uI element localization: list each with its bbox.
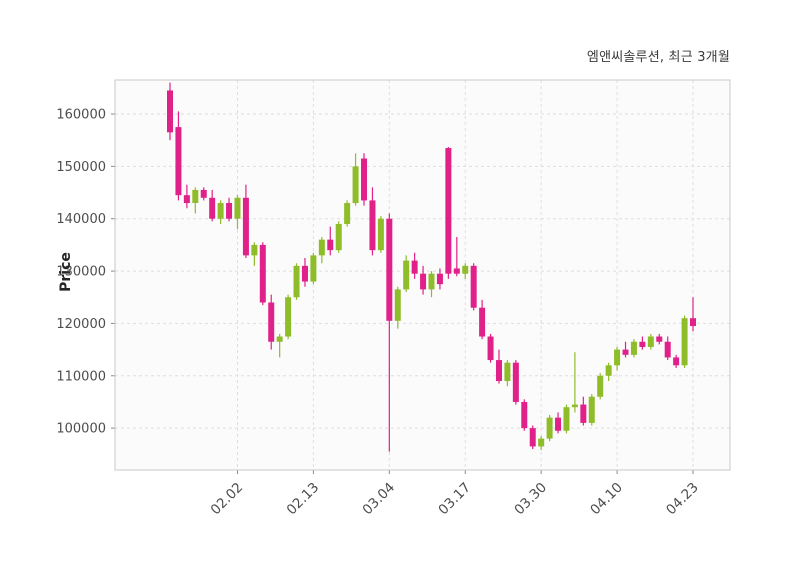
y-tick-label: 110000 bbox=[56, 369, 106, 384]
candle-body-03.09 bbox=[411, 260, 418, 274]
candle-body-02.17 bbox=[327, 239, 334, 251]
x-tick-label: 04.23 bbox=[663, 480, 702, 519]
candle-body-03.19 bbox=[479, 307, 486, 337]
x-tick-label: 02.13 bbox=[284, 480, 323, 519]
x-tick-label: 04.10 bbox=[587, 480, 626, 519]
y-tick-label: 160000 bbox=[56, 108, 106, 123]
candle-body-03.13 bbox=[445, 148, 452, 274]
candle-body-02.12 bbox=[301, 265, 308, 282]
x-tick-label: 03.30 bbox=[511, 480, 550, 519]
y-tick-label: 120000 bbox=[56, 317, 106, 332]
candle-body-03.30 bbox=[538, 438, 545, 447]
candle-body-01.22 bbox=[183, 195, 190, 204]
candle-body-03.27 bbox=[529, 428, 536, 447]
candle-body-03.31 bbox=[546, 417, 553, 439]
x-tick-label: 03.17 bbox=[435, 480, 474, 519]
x-tick-label: 03.04 bbox=[360, 480, 399, 519]
candle-body-03.18 bbox=[470, 265, 477, 308]
candle-body-02.06 bbox=[268, 302, 275, 342]
candle-body-03.17 bbox=[462, 265, 469, 274]
candle-body-03.24 bbox=[504, 362, 511, 382]
candle-body-02.13 bbox=[310, 255, 317, 282]
candle-body-02.20 bbox=[352, 166, 359, 204]
candle-body-04.23 bbox=[690, 318, 696, 327]
y-axis-title: Price bbox=[58, 252, 74, 292]
candle-body-03.25 bbox=[512, 362, 519, 402]
candle-body-04.03 bbox=[571, 404, 578, 408]
y-tick-label: 150000 bbox=[56, 160, 106, 175]
candle-body-02.11 bbox=[293, 265, 300, 298]
candle-body-02.10 bbox=[285, 297, 292, 337]
candle-body-02.04 bbox=[251, 244, 258, 256]
candle-body-03.23 bbox=[495, 360, 502, 382]
candle-body-04.10 bbox=[614, 349, 621, 366]
candle-body-03.20 bbox=[487, 336, 494, 361]
candle-body-02.16 bbox=[318, 239, 325, 256]
plot-border bbox=[114, 79, 731, 471]
candle-body-03.11 bbox=[428, 273, 435, 290]
candle-body-03.06 bbox=[403, 260, 410, 290]
candle-body-01.26 bbox=[200, 189, 207, 198]
candle-body-04.17 bbox=[656, 336, 663, 342]
candle-body-04.08 bbox=[597, 375, 604, 397]
candle-body-04.09 bbox=[605, 365, 612, 376]
candle-body-03.10 bbox=[420, 273, 427, 290]
x-tick-label: 02.02 bbox=[208, 480, 247, 519]
candle-body-04.13 bbox=[622, 349, 629, 355]
candle-body-02.05 bbox=[259, 244, 266, 303]
candle-body-04.06 bbox=[580, 404, 587, 423]
y-tick-label: 100000 bbox=[56, 422, 106, 437]
candle-body-01.20 bbox=[167, 90, 173, 133]
candle-body-01.23 bbox=[192, 189, 199, 204]
candle-body-04.22 bbox=[681, 318, 688, 366]
candle-body-03.02 bbox=[369, 200, 376, 251]
chart-title: 엠앤씨솔루션, 최근 3개월 bbox=[586, 50, 730, 65]
candle-body-03.16 bbox=[453, 268, 460, 274]
candle-body-04.20 bbox=[664, 341, 671, 358]
candle-body-04.07 bbox=[588, 396, 595, 423]
candle-body-01.21 bbox=[175, 127, 182, 196]
candle-body-04.01 bbox=[555, 417, 562, 431]
candle-body-02.09 bbox=[276, 336, 283, 342]
candle-body-03.03 bbox=[377, 218, 384, 251]
candle-body-02.19 bbox=[344, 203, 351, 224]
candle-body-02.03 bbox=[242, 197, 249, 256]
candle-body-01.29 bbox=[217, 203, 224, 219]
candle-body-03.05 bbox=[394, 289, 401, 321]
candle-body-03.04 bbox=[386, 218, 393, 321]
candle-body-02.18 bbox=[335, 223, 342, 251]
candle-body-02.02 bbox=[234, 197, 241, 219]
candle-body-01.30 bbox=[226, 203, 233, 219]
y-tick-label: 130000 bbox=[56, 265, 106, 280]
candle-body-04.14 bbox=[630, 341, 637, 355]
candle-body-04.21 bbox=[673, 357, 680, 366]
candle-body-03.26 bbox=[521, 401, 528, 429]
y-tick-label: 140000 bbox=[56, 212, 106, 227]
candle-body-02.23 bbox=[361, 158, 368, 201]
candle-body-04.15 bbox=[639, 341, 646, 347]
candle-body-01.28 bbox=[209, 197, 216, 219]
candle-body-04.16 bbox=[647, 336, 654, 347]
candle-body-03.12 bbox=[436, 273, 443, 285]
candle-body-04.02 bbox=[563, 407, 570, 431]
